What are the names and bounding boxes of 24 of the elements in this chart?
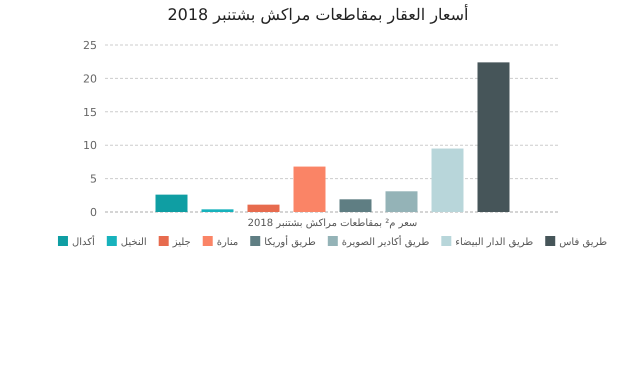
bar [478,62,510,212]
bar [340,199,372,212]
legend-label: طريق أكادير الصويرة [342,235,430,248]
legend-label: جليز [172,237,191,248]
bar [248,204,280,212]
y-tick-label: 20 [83,72,97,86]
legend-label: منارة [216,237,238,248]
chart-title: أسعار العقار بمقاطعات مراكش بشتنبر 2018 [167,4,469,24]
y-tick-label: 0 [90,206,97,219]
y-tick-label: 25 [83,39,97,52]
y-tick-label: 10 [83,139,97,152]
y-tick-label: 15 [83,106,97,119]
x-tick-label: سعر م² بمقاطعات مراكش بشتنبر 2018 [248,218,418,229]
bar [202,209,234,212]
legend-label: طريق أوريكا [264,235,316,248]
bar [294,166,326,212]
legend-label: طريق الدار البيضاء [455,237,534,248]
legend-label: طريق فاس [559,237,608,248]
bar [432,148,464,212]
bar [156,194,188,212]
legend-label: النخيل [120,237,147,248]
y-tick-label: 5 [90,172,97,186]
legend-label: أكدال [72,235,96,248]
bar [386,191,418,212]
